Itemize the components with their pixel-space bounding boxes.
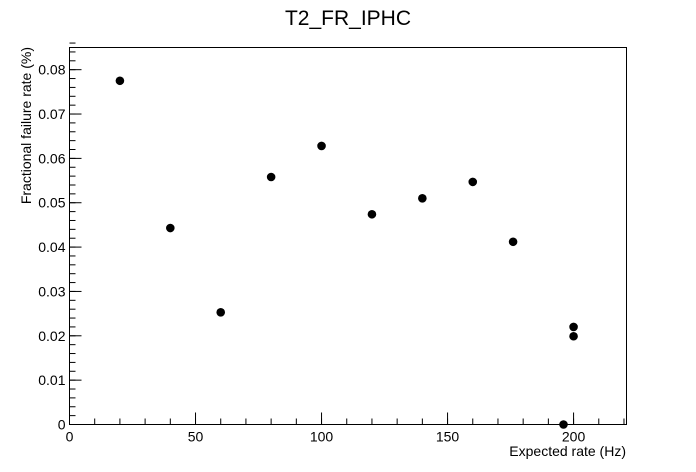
y-tick-label: 0.08 [38,62,65,78]
data-point [166,223,175,233]
chart-title: T2_FR_IPHC [285,7,411,30]
data-points [115,76,578,429]
data-point [559,420,568,429]
x-minor-ticks [69,418,625,425]
y-tick-label: 0.04 [38,239,65,255]
y-tick-label: 0 [58,417,66,433]
y-axis-label: Fractional failure rate (%) [18,47,34,204]
y-tick-label: 0.07 [38,106,65,122]
data-point [569,331,578,341]
y-tick-label: 0.06 [38,150,65,166]
data-point [468,177,478,187]
data-point [508,237,518,247]
data-point [569,322,578,332]
plot-frame [69,47,627,425]
x-tick-label: 0 [66,429,74,445]
y-minor-ticks [69,42,76,425]
data-point [367,209,377,219]
data-point [216,307,226,317]
data-point [418,194,427,203]
y-tick-label: 0.01 [38,372,65,388]
x-tick-label: 150 [436,429,460,445]
y-tick-label: 0.05 [38,195,65,211]
x-tick-label: 200 [562,429,586,445]
x-tick-label: 100 [310,429,334,445]
data-point [115,76,125,86]
y-tick-label: 0.03 [38,283,65,299]
x-axis-label: Expected rate (Hz) [509,443,626,459]
x-axis-ticks: 0 50 100 150 200 [66,412,586,445]
data-point [266,172,276,182]
y-axis-ticks: 0 0.01 0.02 0.03 0.04 0.05 0.06 0.07 0.08 [38,62,82,433]
x-tick-label: 50 [188,429,204,445]
y-tick-label: 0.02 [38,328,65,344]
data-point [317,141,326,151]
